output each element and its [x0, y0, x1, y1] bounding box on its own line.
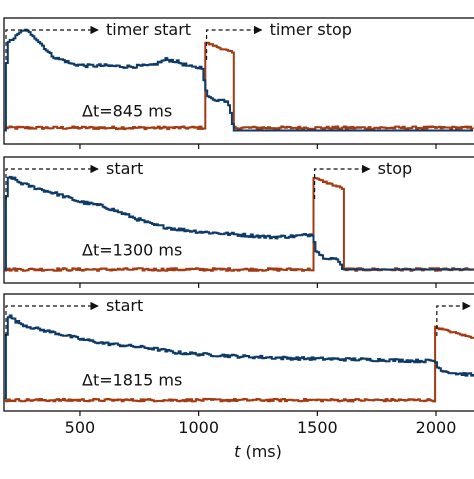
stop-arrow: [313, 164, 371, 199]
stop-arrow: [205, 25, 263, 60]
red-trace: [4, 325, 474, 403]
start-arrow: [5, 164, 99, 199]
stop-arrow: [436, 301, 471, 336]
start-arrow: [5, 25, 99, 60]
x-tick-label: 2000: [416, 418, 457, 437]
delta-t-label: Δt=1815 ms: [82, 370, 182, 389]
delta-t-label: Δt=845 ms: [82, 101, 172, 120]
red-trace: [4, 41, 474, 131]
x-tick-label: 1500: [297, 418, 338, 437]
red-trace: [4, 176, 474, 272]
start-label: start: [106, 296, 143, 315]
stop-label: stop: [378, 159, 413, 178]
x-axis-label-var: t: [234, 442, 241, 461]
blue-trace: [4, 175, 474, 271]
panel-2: start stop Δt=1300 ms: [3, 156, 474, 288]
start-label: timer start: [106, 20, 191, 39]
start-label: start: [106, 159, 143, 178]
stop-label: timer stop: [270, 20, 352, 39]
x-tick-label: 500: [65, 418, 96, 437]
x-axis-label-unit: (ms): [240, 442, 282, 461]
panel-frame: [3, 17, 474, 145]
x-axis-label: t (ms): [234, 442, 282, 461]
delta-t-label: Δt=1300 ms: [82, 240, 182, 259]
panel-frame: [3, 156, 474, 284]
start-arrow: [5, 301, 99, 336]
panel-frame: [3, 293, 474, 412]
panel-3: start Δt=1815 ms: [3, 293, 474, 416]
blue-trace: [4, 28, 474, 132]
panel-1: timer start timer stop Δt=845 ms: [3, 17, 474, 149]
x-tick-label: 1000: [178, 418, 219, 437]
blue-trace: [4, 314, 474, 400]
